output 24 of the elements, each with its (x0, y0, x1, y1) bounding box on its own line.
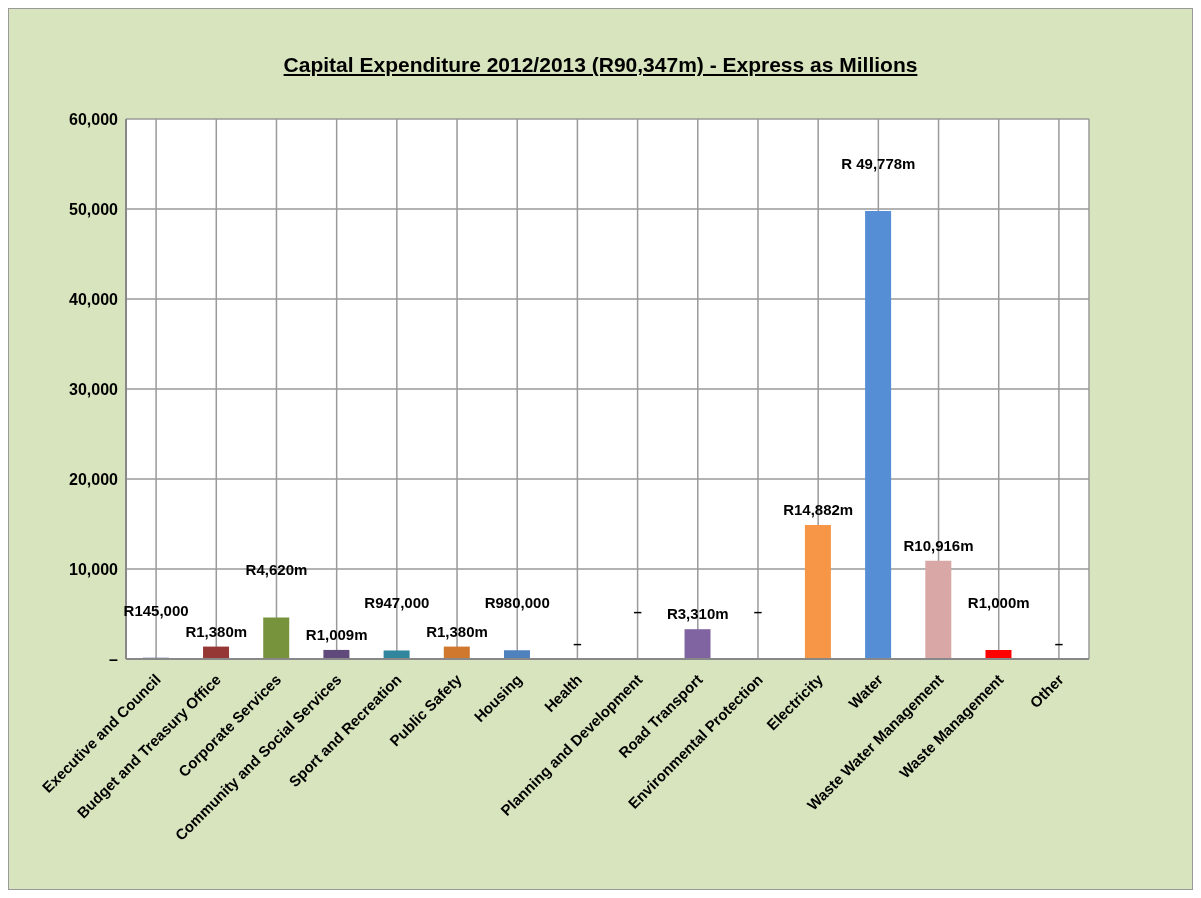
data-label: R947,000 (364, 594, 430, 612)
y-tick-label: 20,000 (69, 470, 119, 488)
data-label: R980,000 (484, 594, 550, 612)
y-tick-label: 60,000 (69, 110, 119, 128)
chart-title: Capital Expenditure 2012/2013 (R90,347m) - Express as Millions (282, 52, 919, 76)
y-tick-label: 10,000 (69, 560, 119, 578)
data-label: R4,620m (245, 561, 308, 579)
data-label: – (573, 635, 582, 652)
data-label: R10,916m (903, 536, 974, 554)
data-label: – (1054, 635, 1064, 652)
y-tick-label: – (109, 650, 119, 668)
data-label: R 49,778m (841, 155, 916, 172)
data-label: R145,000 (123, 601, 189, 619)
data-label: R1,009m (305, 625, 368, 643)
y-tick-label: 40,000 (69, 290, 119, 308)
data-label: R1,000m (967, 594, 1030, 611)
y-tick-label: 50,000 (69, 200, 119, 218)
data-label: R1,380m (426, 622, 488, 640)
data-label: – (753, 603, 763, 620)
data-label: R1,380m (185, 622, 248, 640)
data-label: R14,882m (783, 501, 854, 519)
y-tick-label: 30,000 (69, 380, 119, 398)
data-label: – (633, 603, 642, 620)
data-label: R3,310m (666, 605, 729, 623)
